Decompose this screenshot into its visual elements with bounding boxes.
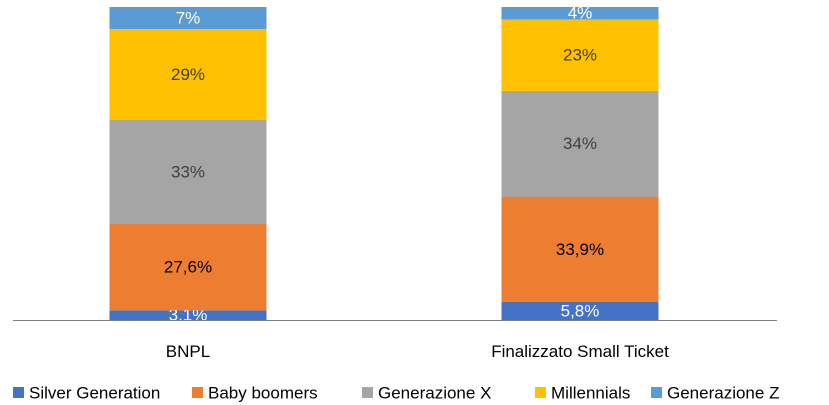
legend-label-silver-generation: Silver Generation: [29, 383, 160, 402]
category-label-bnpl: BNPL: [166, 342, 210, 361]
legend-swatch-generazione-x: [362, 387, 373, 398]
legend-label-generazione-x: Generazione X: [378, 383, 491, 402]
data-label-finalizzato-small-ticket-generazione-z: 4%: [568, 4, 593, 23]
bar-segment-finalizzato-small-ticket-generazione-z: [501, 7, 659, 20]
legend-swatch-generazione-z: [651, 387, 662, 398]
data-label-bnpl-generazione-x: 33%: [171, 162, 205, 181]
legend-label-generazione-z: Generazione Z: [667, 383, 779, 402]
bar-segment-bnpl-millennials: [109, 28, 267, 121]
legend-label-baby-boomers: Baby boomers: [208, 383, 318, 402]
data-label-bnpl-generazione-z: 7%: [176, 8, 201, 27]
bar-segment-finalizzato-small-ticket-generazione-x: [501, 90, 659, 197]
legend: Silver Generation Baby boomers Generazione…: [13, 383, 779, 402]
bar-segment-bnpl-silver-generation: [109, 310, 267, 320]
legend-swatch-silver-generation: [13, 387, 24, 398]
bar-segment-finalizzato-small-ticket-millennials: [501, 19, 659, 91]
bar-segment-bnpl-generazione-x: [109, 120, 267, 224]
data-label-finalizzato-small-ticket-silver-generation: 5,8%: [561, 301, 600, 320]
legend-swatch-millennials: [535, 387, 546, 398]
data-label-bnpl-baby-boomers: 27,6%: [164, 257, 212, 276]
data-label-finalizzato-small-ticket-baby-boomers: 33,9%: [556, 240, 604, 259]
data-label-finalizzato-small-ticket-generazione-x: 34%: [563, 134, 597, 153]
category-label-finalizzato-small-ticket: Finalizzato Small Ticket: [491, 342, 669, 361]
bars-layer: 3,1% 27,6% 33% 29% 7% 5,8% 33,9% 34% 23% 4%: [109, 4, 659, 325]
data-label-finalizzato-small-ticket-millennials: 23%: [563, 46, 597, 65]
legend-swatch-baby-boomers: [192, 387, 203, 398]
legend-label-millennials: Millennials: [551, 383, 630, 402]
bar-segment-finalizzato-small-ticket-baby-boomers: [501, 196, 659, 302]
bar-segment-bnpl-generazione-z: [109, 7, 267, 29]
category-labels: BNPL Finalizzato Small Ticket: [166, 342, 669, 361]
bar-segment-bnpl-baby-boomers: [109, 223, 267, 311]
data-label-bnpl-silver-generation: 3,1%: [169, 306, 208, 325]
data-label-bnpl-millennials: 29%: [171, 65, 205, 84]
bar-segment-finalizzato-small-ticket-silver-generation: [501, 301, 659, 320]
